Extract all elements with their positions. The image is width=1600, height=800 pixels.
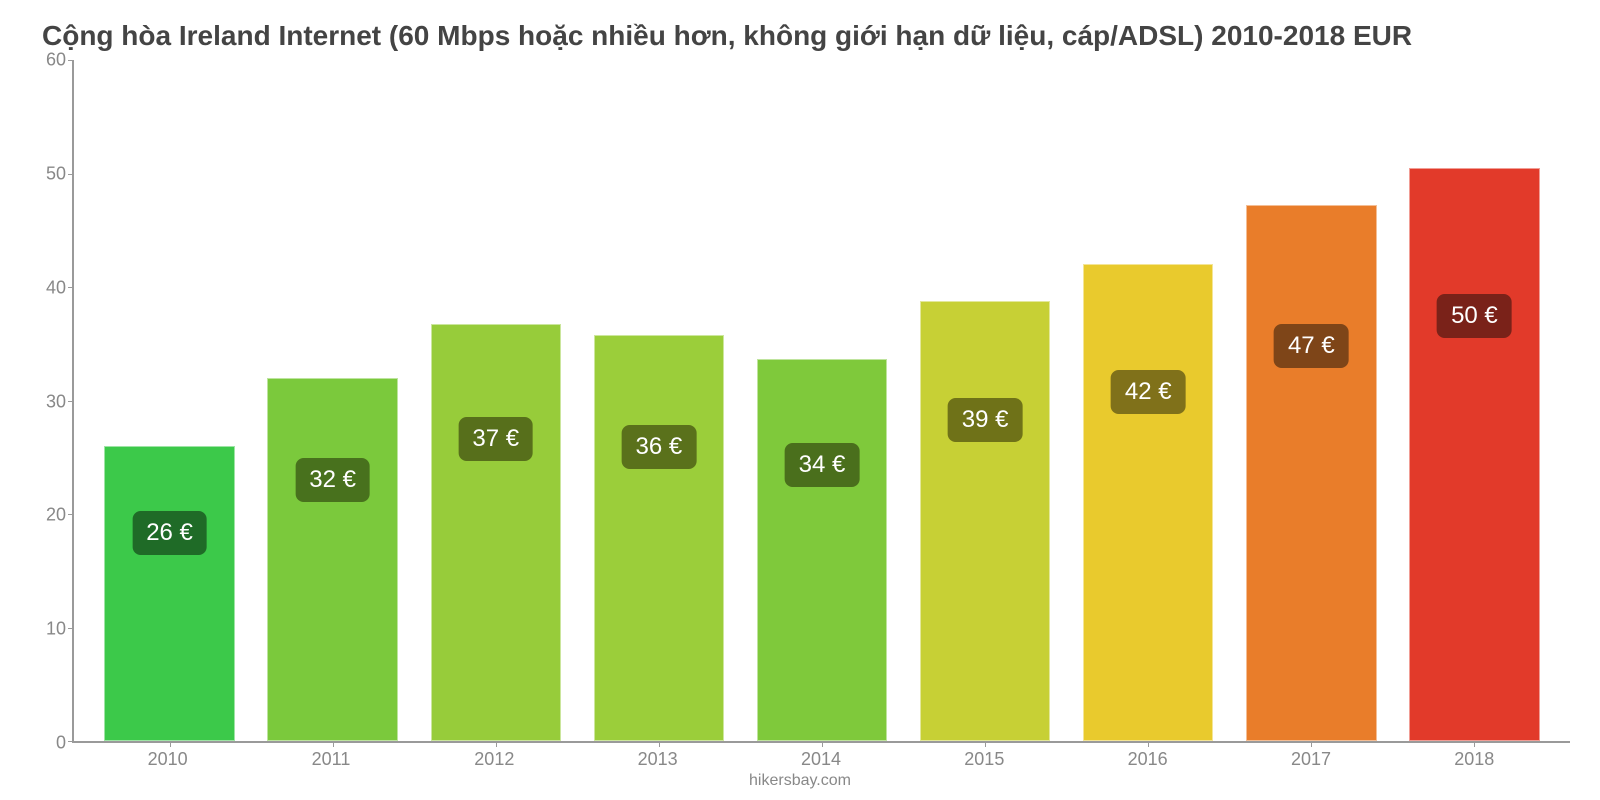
- x-axis-label: 2011: [249, 749, 412, 770]
- bar-slot: 47 €: [1230, 60, 1393, 741]
- bar: 36 €: [594, 335, 724, 741]
- value-badge: 34 €: [785, 443, 860, 487]
- value-badge: 47 €: [1274, 324, 1349, 368]
- bar-slot: 26 €: [88, 60, 251, 741]
- y-axis-label: 0: [56, 733, 66, 754]
- y-axis: 0102030405060: [30, 60, 72, 743]
- bar: 37 €: [431, 324, 561, 741]
- value-badge: 37 €: [458, 417, 533, 461]
- bar: 32 €: [267, 378, 397, 741]
- bar: 39 €: [920, 301, 1050, 741]
- x-axis-label: 2012: [413, 749, 576, 770]
- bar: 34 €: [757, 359, 887, 741]
- y-axis-label: 40: [46, 277, 66, 298]
- bar-slot: 42 €: [1067, 60, 1230, 741]
- x-axis: 201020112012201320142015201620172018: [30, 749, 1570, 770]
- x-axis-label: 2014: [739, 749, 902, 770]
- value-badge: 32 €: [295, 458, 370, 502]
- x-axis-label: 2015: [903, 749, 1066, 770]
- x-axis-label: 2018: [1393, 749, 1556, 770]
- chart-footer: hikersbay.com: [30, 772, 1570, 790]
- bar-slot: 50 €: [1393, 60, 1556, 741]
- bar-slot: 39 €: [904, 60, 1067, 741]
- bar: 47 €: [1246, 205, 1376, 741]
- bar-slot: 34 €: [740, 60, 903, 741]
- bar-slot: 32 €: [251, 60, 414, 741]
- bar-slot: 36 €: [577, 60, 740, 741]
- value-badge: 26 €: [132, 511, 207, 555]
- plot-area: 26 € 32 € 37 € 36 € 34 € 39 € 42 € 47 € 50 €: [72, 60, 1570, 743]
- value-badge: 50 €: [1437, 294, 1512, 338]
- chart-area: 0102030405060 26 €32 €37 €36 €34 €39 €42…: [30, 60, 1570, 743]
- bars-container: 26 € 32 € 37 € 36 € 34 € 39 € 42 € 47 € 50 €: [74, 60, 1570, 741]
- value-badge: 39 €: [948, 398, 1023, 442]
- x-axis-label: 2010: [86, 749, 249, 770]
- value-badge: 42 €: [1111, 370, 1186, 414]
- chart-title: Cộng hòa Ireland Internet (60 Mbps hoặc …: [42, 20, 1570, 52]
- bar: 50 €: [1409, 168, 1539, 741]
- y-axis-label: 50: [46, 163, 66, 184]
- x-axis-label: 2016: [1066, 749, 1229, 770]
- y-axis-label: 10: [46, 619, 66, 640]
- x-axis-label: 2013: [576, 749, 739, 770]
- value-badge: 36 €: [622, 425, 697, 469]
- x-axis-label: 2017: [1229, 749, 1392, 770]
- bar: 26 €: [104, 446, 234, 741]
- y-axis-label: 60: [46, 50, 66, 71]
- y-axis-label: 20: [46, 505, 66, 526]
- y-axis-label: 30: [46, 391, 66, 412]
- bar-slot: 37 €: [414, 60, 577, 741]
- bar: 42 €: [1083, 264, 1213, 741]
